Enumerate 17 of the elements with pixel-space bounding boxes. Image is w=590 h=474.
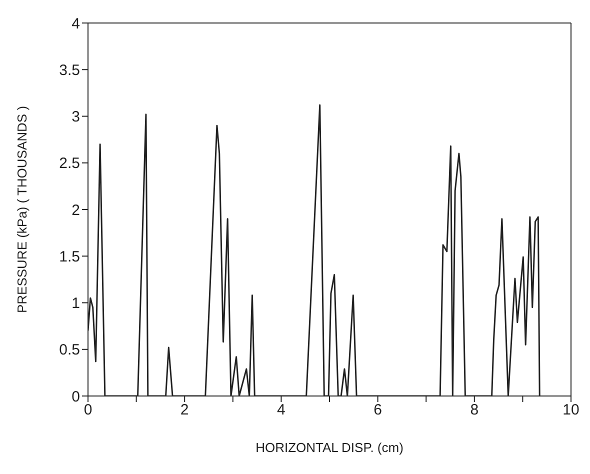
y-tick-label: 2 — [72, 202, 80, 219]
y-tick-label: 3.5 — [59, 62, 80, 79]
y-tick-label: 2.5 — [59, 155, 80, 172]
x-tick-label: 0 — [84, 402, 92, 419]
x-axis-title: HORIZONTAL DISP. (cm) — [256, 440, 404, 455]
y-tick-label: 0.5 — [59, 342, 80, 359]
y-tick-label: 3 — [72, 108, 80, 126]
y-tick-label: 0 — [72, 388, 80, 406]
y-tick-label: 1.5 — [59, 248, 80, 266]
y-tick-label: 4 — [72, 15, 80, 32]
x-tick-label: 6 — [374, 402, 382, 419]
x-tick-label: 2 — [180, 402, 189, 419]
x-tick-label: 4 — [277, 402, 286, 419]
x-tick-label: 8 — [470, 402, 479, 419]
x-tick-label: 10 — [562, 402, 580, 419]
y-tick-label: 1 — [72, 295, 80, 312]
y-axis-title: PRESSURE (kPa) ( THOUSANDS ) — [14, 106, 30, 314]
